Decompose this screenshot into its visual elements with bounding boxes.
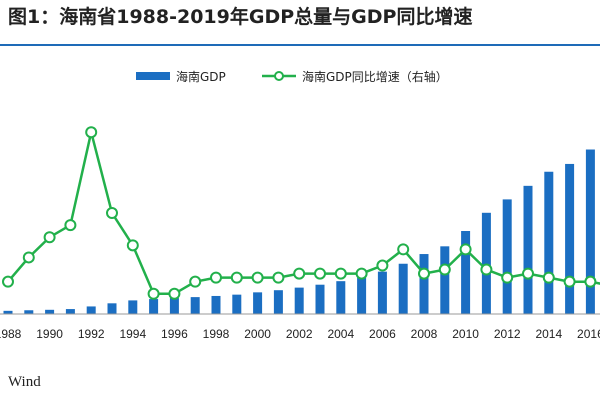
x-tick-label-2016: 2016	[577, 327, 600, 341]
gdp-bars	[3, 149, 595, 314]
growth-point-1989	[22, 251, 35, 264]
growth-point-1990	[43, 231, 56, 244]
legend-label-growth: 海南GDP同比增速（右轴）	[302, 69, 448, 84]
gdp-bar-2001	[273, 290, 283, 314]
legend-label-gdp: 海南GDP	[176, 69, 226, 84]
gdp-bar-1988	[3, 310, 13, 314]
legend-swatch-gdp	[136, 72, 170, 80]
x-tick-label-2004: 2004	[327, 327, 354, 341]
growth-point-2009	[438, 263, 451, 276]
x-tick-label-1990: 1990	[36, 327, 63, 341]
growth-point-2002	[293, 267, 306, 280]
gdp-bar-2002	[294, 287, 304, 314]
x-tick-label-1988: 1988	[0, 327, 22, 341]
gdp-bar-1994	[128, 300, 138, 314]
gdp-bar-1997	[190, 297, 200, 314]
growth-point-2015	[563, 275, 576, 288]
gdp-bar-2014	[544, 171, 554, 314]
gdp-bar-2005	[357, 277, 367, 314]
gdp-chart: 海南GDP 海南GDP同比增速（右轴） 1988 1990 1992 1994 1996…	[0, 69, 600, 341]
growth-point-1995	[147, 287, 160, 300]
x-tick-label-2012: 2012	[494, 327, 521, 341]
gdp-bar-2008	[419, 254, 429, 314]
gdp-bar-1992	[86, 306, 96, 314]
gdp-bar-2016	[585, 149, 595, 314]
x-tick-label-2000: 2000	[244, 327, 271, 341]
gdp-bar-2009	[440, 246, 450, 314]
gdp-bar-1993	[107, 303, 117, 314]
gdp-bar-1998	[211, 295, 221, 314]
gdp-bar-2000	[253, 292, 263, 314]
gdp-bar-2012	[502, 199, 512, 314]
page-title: 图1：海南省1988-2019年GDP总量与GDP同比增速	[8, 6, 473, 28]
growth-point-2001	[272, 271, 285, 284]
gdp-bar-2006	[377, 271, 387, 314]
growth-point-2012	[501, 271, 514, 284]
gdp-bar-2013	[523, 185, 533, 314]
growth-point-1997	[189, 275, 202, 288]
gdp-bar-2011	[481, 212, 491, 314]
x-tick-label-1998: 1998	[203, 327, 230, 341]
x-tick-label-1996: 1996	[161, 327, 188, 341]
gdp-bar-2007	[398, 263, 408, 314]
growth-line-series	[2, 126, 600, 300]
gdp-bar-1999	[232, 294, 242, 314]
data-source: Wind	[8, 374, 41, 390]
gdp-bar-1990	[45, 309, 55, 314]
x-axis-ticks: 1988 1990 1992 1994 1996 1998 2000 2002 2004 2006…	[0, 313, 600, 341]
gdp-bar-1995	[149, 299, 159, 314]
chart-legend: 海南GDP 海南GDP同比增速（右轴）	[136, 69, 448, 84]
growth-point-1988	[2, 275, 14, 288]
growth-point-1994	[126, 239, 139, 252]
growth-point-2005	[355, 267, 368, 280]
legend-swatch-growth-marker	[274, 71, 284, 81]
gdp-bar-1996	[169, 298, 179, 314]
title-divider	[0, 44, 600, 46]
growth-point-2010	[459, 243, 472, 256]
growth-point-2003	[314, 267, 326, 280]
x-tick-label-2002: 2002	[286, 327, 313, 341]
growth-point-2007	[397, 243, 410, 256]
growth-point-1996	[168, 287, 181, 300]
gdp-bar-2004	[336, 281, 346, 314]
growth-point-2014	[542, 271, 555, 284]
growth-point-1993	[106, 207, 118, 219]
x-tick-label-2014: 2014	[535, 327, 562, 341]
gdp-bar-2003	[315, 284, 325, 314]
growth-point-1991	[64, 219, 77, 232]
growth-point-1999	[230, 271, 243, 284]
x-tick-label-1992: 1992	[78, 327, 105, 341]
gdp-bar-2015	[565, 163, 575, 314]
growth-point-2016	[584, 275, 597, 288]
gdp-bar-2010	[461, 230, 471, 314]
growth-point-2011	[480, 263, 493, 276]
growth-point-2013	[522, 267, 534, 280]
growth-point-2006	[376, 259, 389, 272]
gdp-bar-1989	[24, 310, 34, 314]
growth-point-1992	[85, 126, 98, 139]
x-tick-label-1994: 1994	[119, 327, 146, 341]
growth-point-2008	[418, 267, 430, 280]
gdp-bar-1991	[65, 309, 75, 314]
growth-point-2004	[334, 267, 347, 280]
x-tick-label-2010: 2010	[452, 327, 479, 341]
x-tick-label-2008: 2008	[411, 327, 438, 341]
growth-point-2000	[251, 271, 264, 284]
growth-point-1998	[210, 271, 222, 284]
x-tick-label-2006: 2006	[369, 327, 396, 341]
